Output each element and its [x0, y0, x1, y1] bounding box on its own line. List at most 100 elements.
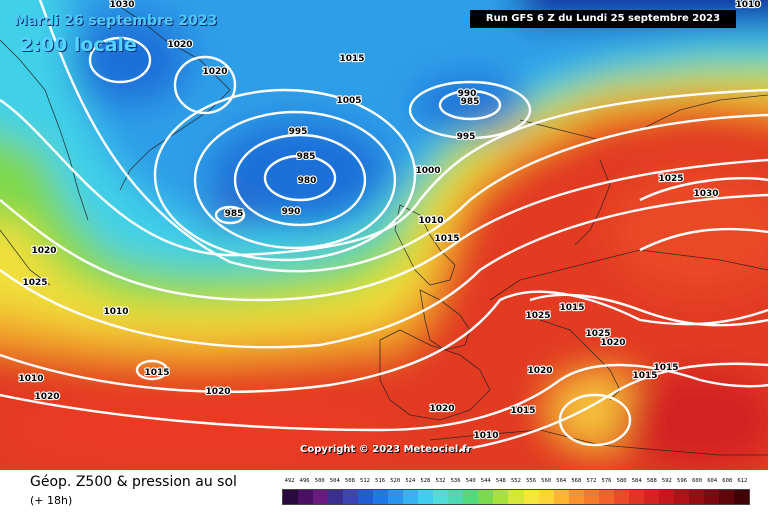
scale-swatch-496	[298, 490, 314, 504]
scale-value-544: 544	[480, 478, 491, 484]
scale-value-592: 592	[661, 478, 672, 484]
forecast-local-time: 2:00 locale	[20, 34, 137, 56]
isobar-label: 1025	[658, 174, 683, 184]
isobar-label: 1010	[418, 216, 443, 226]
isobar-label: 1005	[336, 96, 361, 106]
isobar-label: 1010	[103, 307, 128, 317]
scale-value-564: 564	[556, 478, 567, 484]
scale-value-540: 540	[465, 478, 476, 484]
scale-value-504: 504	[329, 478, 340, 484]
scale-value-560: 560	[541, 478, 552, 484]
scale-value-532: 532	[435, 478, 446, 484]
scale-swatch-600	[688, 490, 704, 504]
scale-swatch-580	[613, 490, 629, 504]
isobar-label: 1020	[167, 40, 192, 50]
scale-value-528: 528	[420, 478, 431, 484]
scale-swatch-588	[643, 490, 659, 504]
scale-swatch-592	[658, 490, 674, 504]
z500-color-field	[0, 0, 768, 470]
scale-value-600: 600	[692, 478, 703, 484]
scale-value-596: 596	[677, 478, 687, 484]
scale-swatch-556	[523, 490, 539, 504]
isobar-label: 1025	[22, 278, 47, 288]
scale-swatch-576	[598, 490, 614, 504]
isobar-label: 1015	[339, 54, 364, 64]
scale-swatch-508	[343, 490, 359, 504]
scale-value-492: 492	[284, 478, 295, 484]
scale-swatch-560	[538, 490, 554, 504]
scale-value-512: 512	[360, 478, 370, 484]
scale-value-496: 496	[299, 478, 310, 484]
scale-swatch-612	[733, 490, 749, 504]
scale-swatch-552	[508, 490, 524, 504]
isobar-label: 1015	[632, 371, 657, 381]
scale-swatch-500	[313, 490, 329, 504]
scale-swatch-540	[463, 490, 479, 504]
scale-value-536: 536	[450, 478, 461, 484]
isobar-label: 1020	[429, 404, 454, 414]
scale-swatch-572	[583, 490, 599, 504]
scale-swatch-524	[403, 490, 419, 504]
isobar-label: 980	[298, 176, 317, 186]
scale-swatch-564	[553, 490, 569, 504]
isobar-label: 1020	[205, 387, 230, 397]
scale-value-604: 604	[707, 478, 718, 484]
scale-swatch-528	[418, 490, 434, 504]
model-run-info: Run GFS 6 Z du Lundi 25 septembre 2023	[470, 10, 736, 28]
geopotential-map: 1030 101010201020101510059909859959959859…	[0, 0, 768, 470]
scale-swatch-492	[283, 490, 299, 504]
scale-value-568: 568	[571, 478, 582, 484]
scale-value-608: 608	[722, 478, 733, 484]
isobar-label: 985	[297, 152, 316, 162]
scale-swatch-516	[373, 490, 389, 504]
scale-swatch-544	[478, 490, 494, 504]
scale-value-524: 524	[405, 478, 416, 484]
scale-value-572: 572	[586, 478, 597, 484]
scale-value-500: 500	[314, 478, 325, 484]
isobar-value-labels: 1030 101010201020101510059909859959959859…	[17, 0, 761, 442]
scale-swatch-532	[433, 490, 449, 504]
scale-value-508: 508	[344, 478, 355, 484]
scale-value-580: 580	[616, 478, 627, 484]
isobar-label: 1010	[735, 0, 760, 10]
isobar-label: 995	[289, 127, 308, 137]
scale-value-576: 576	[601, 478, 612, 484]
scale-swatch-608	[718, 490, 734, 504]
isobar-label: 1015	[510, 406, 535, 416]
parameter-title: Géop. Z500 & pression au sol	[30, 474, 237, 490]
isobar-label: 1025	[525, 311, 550, 321]
isobar-label: 1015	[559, 303, 584, 313]
isobar-label: 1020	[527, 366, 552, 376]
scale-swatch-536	[448, 490, 464, 504]
scale-swatch-596	[673, 490, 689, 504]
isobar-label: 990	[282, 207, 301, 217]
isobar-label: 1010	[473, 431, 498, 441]
isobar-label: 1020	[202, 67, 227, 77]
isobar-label: 995	[457, 132, 476, 142]
isobar-label: 1030	[693, 189, 718, 199]
isobar-label: 1025	[585, 329, 610, 339]
lead-time: (+ 18h)	[30, 494, 73, 507]
isobar-label: 1030	[109, 0, 134, 10]
scale-value-520: 520	[390, 478, 401, 484]
copyright-notice: Copyright © 2023 Meteociel.fr	[300, 444, 472, 455]
legend-panel: Géop. Z500 & pression au sol (+ 18h) 492…	[0, 470, 768, 512]
isobars	[0, 0, 768, 450]
isobar-label: 1020	[600, 338, 625, 348]
scale-value-556: 556	[526, 478, 537, 484]
scale-value-612: 612	[737, 478, 748, 484]
scale-swatch-548	[493, 490, 509, 504]
isobar-label: 1015	[434, 234, 459, 244]
color-scale-labels: 492 496 500 504 508 512 516 520 524 528 532 536 540 5…	[282, 478, 750, 488]
isobar-label: 1020	[31, 246, 56, 256]
isobar-label: 1015	[144, 368, 169, 378]
scale-swatch-604	[703, 490, 719, 504]
scale-swatch-512	[358, 490, 374, 504]
scale-value-588: 588	[646, 478, 657, 484]
scale-swatch-568	[568, 490, 584, 504]
scale-swatch-584	[628, 490, 644, 504]
isobar-label: 1015	[653, 363, 678, 373]
scale-swatch-504	[328, 490, 344, 504]
scale-value-516: 516	[375, 478, 386, 484]
